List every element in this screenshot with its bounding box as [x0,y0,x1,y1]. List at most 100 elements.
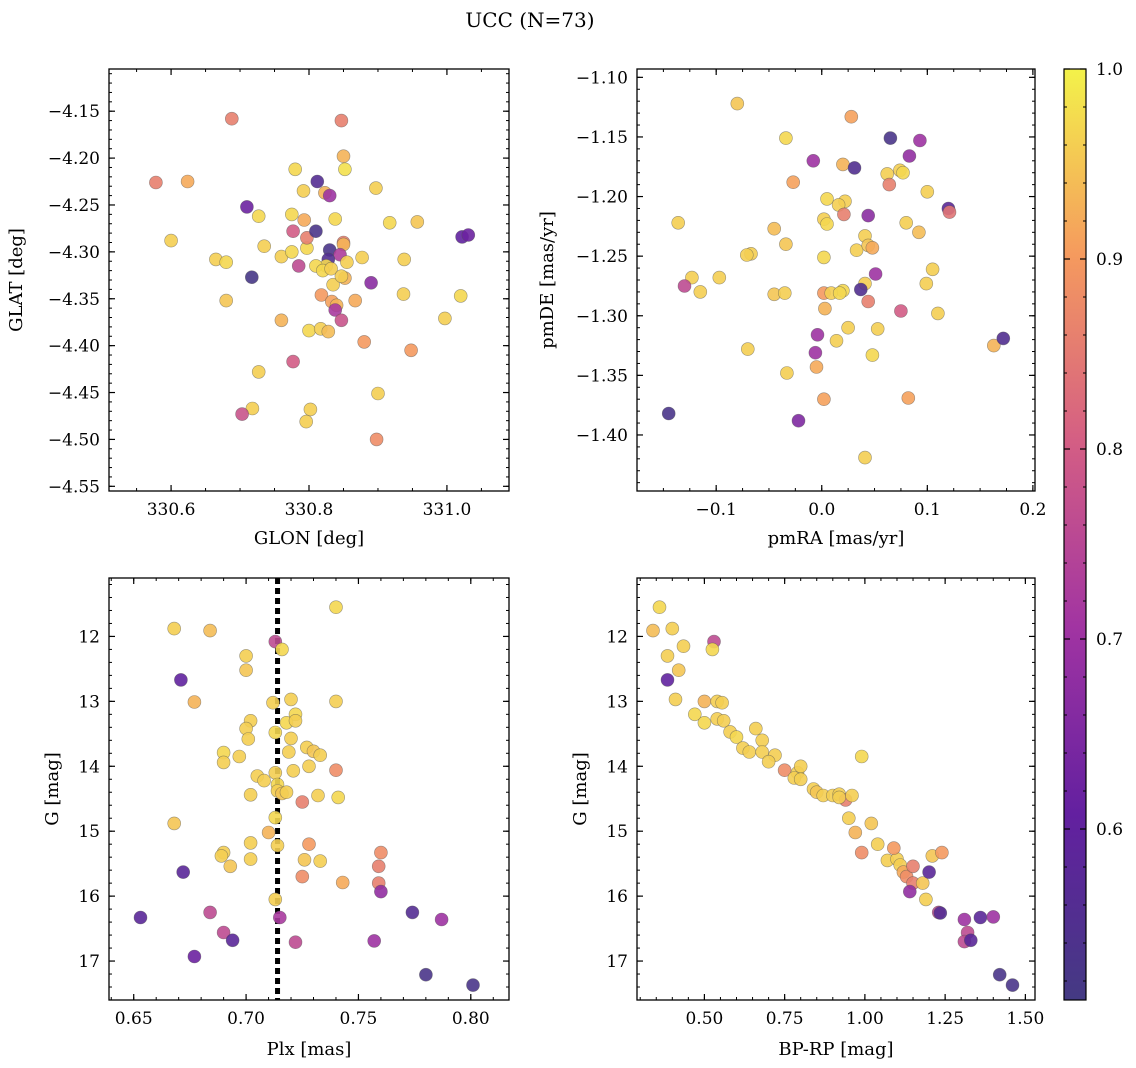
data-point [854,845,869,860]
data-point [676,639,691,654]
data-point [845,788,859,803]
y-tick-label: −1.25 [576,247,628,267]
data-point [899,216,914,230]
data-point [284,245,299,259]
data-point [328,303,343,317]
data-point [817,392,831,407]
figure-title: UCC (N=73) [465,8,594,32]
data-point [913,133,927,148]
x-tick-label: 331.0 [423,500,472,520]
data-point [870,322,885,336]
data-point [466,978,480,992]
x-tick-label: −0.1 [696,500,737,520]
data-point [836,157,850,172]
data-point [295,869,310,884]
data-point [313,748,328,763]
data-point [243,852,258,866]
data-point [957,912,972,927]
data-point [906,859,920,874]
y-tick-label: −4.25 [48,196,100,216]
data-point [687,707,702,722]
colorbar-tick-label: 1.0 [1096,60,1123,80]
data-point [311,788,325,803]
data-point [216,755,231,770]
data-point [829,333,844,348]
data-point [861,208,876,223]
data-point [313,854,328,868]
data-point [367,934,382,948]
data-point [284,731,298,746]
data-point [240,200,254,214]
data-point [214,849,229,863]
y-tick-label: 12 [78,627,100,647]
data-point [187,949,202,964]
data-point [328,212,343,226]
y-axis-label: GLAT [deg] [6,228,27,332]
data-point [302,759,316,774]
data-point [434,912,449,927]
data-point [257,239,272,253]
data-point [382,216,397,230]
x-tick-label: 0.75 [340,1009,378,1029]
data-point [241,732,256,746]
data-point [404,343,418,358]
data-point [665,621,680,636]
data-point [847,161,862,175]
data-point [791,413,806,428]
data-point [405,905,420,920]
data-point [992,967,1007,982]
data-point [853,282,868,297]
data-point [296,184,311,198]
data-point [334,113,349,128]
data-point [896,165,910,180]
data-point [996,331,1011,346]
y-tick-label: 13 [78,692,100,712]
data-point [809,360,824,374]
y-tick-label: −1.35 [576,366,628,386]
data-point [671,216,686,230]
data-point [793,772,808,787]
data-point [322,188,337,203]
data-point [371,859,386,874]
data-point [338,162,352,177]
data-point [882,177,897,192]
x-tick-label: 1.50 [1006,1009,1044,1029]
data-point [868,267,883,281]
data-point [660,673,675,687]
y-tick-label: −4.50 [48,430,100,450]
data-point [232,749,247,764]
data-point [933,906,948,920]
y-tick-label: 13 [606,692,628,712]
data-point [693,285,708,299]
data-point [767,221,782,236]
data-point [865,348,880,362]
colorbar-frame [1063,68,1087,1001]
data-point [779,237,793,251]
data-point [297,852,312,867]
axes-frame [636,68,1036,492]
data-point [668,692,683,707]
data-point [239,649,253,663]
data-point [374,845,388,860]
data-point [396,287,411,301]
data-point [223,859,238,874]
data-point [671,663,686,678]
y-tick-label: 17 [78,952,100,972]
data-point [705,642,720,657]
data-point [329,763,343,778]
data-point [268,725,283,740]
data-point [739,248,754,262]
data-point [329,694,343,709]
y-tick-label: −4.30 [48,243,100,263]
data-point [786,175,801,189]
data-point [309,224,323,238]
data-point [755,733,770,748]
data-point [348,293,363,308]
data-point [274,313,289,328]
x-axis-label: BP-RP [mag] [778,1039,893,1060]
data-point [167,621,181,636]
y-tick-label: −1.40 [576,426,628,446]
scatter-panel-3: 0.65 0.70 0.75 0.80 12 13 14 15 16 17 Plx [mas] G [… [42,577,510,1060]
data-point [167,816,181,831]
data-point [646,623,660,638]
